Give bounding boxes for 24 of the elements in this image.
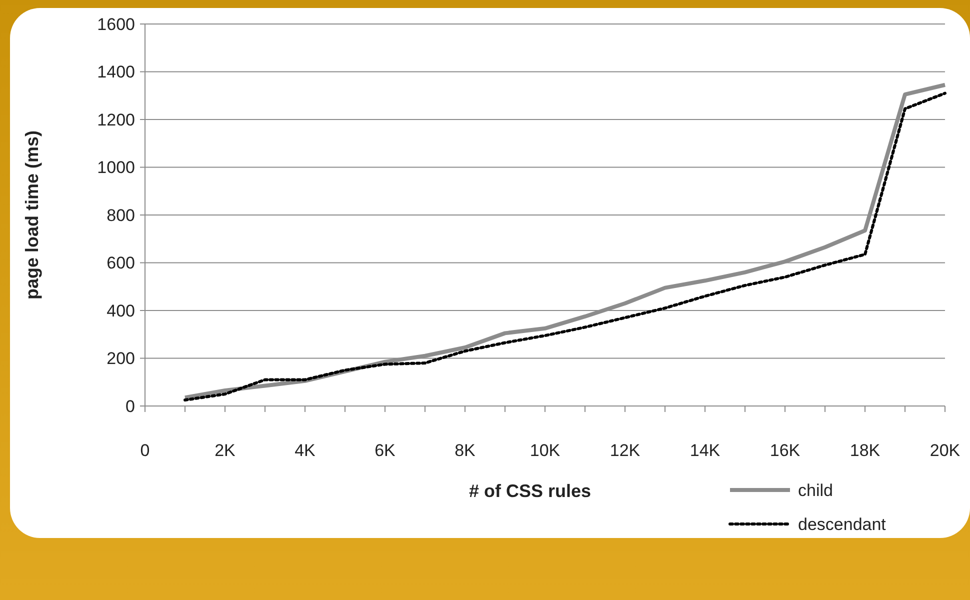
y-axis-title: page load time (ms)	[22, 130, 42, 300]
y-tick-label: 800	[106, 206, 135, 225]
x-tick-label: 0	[140, 441, 150, 460]
x-tick-label: 4K	[294, 441, 316, 460]
x-axis-title: # of CSS rules	[468, 481, 592, 501]
x-tick-label: 8K	[454, 441, 476, 460]
y-tick-label: 1000	[97, 158, 135, 178]
x-tick-label: 6K	[374, 441, 396, 460]
x-tick-label: 16K	[770, 441, 801, 460]
y-tick-label: 200	[106, 349, 135, 368]
y-tick-label: 1600	[97, 14, 135, 34]
x-tick-label: 20K	[930, 441, 961, 460]
x-tick-label: 18K	[850, 441, 881, 460]
x-tick-label: 12K	[610, 441, 641, 460]
legend-label: descendant	[798, 514, 886, 534]
y-tick-label: 1200	[97, 110, 135, 130]
x-tick-label: 14K	[690, 441, 721, 460]
x-tick-label: 2K	[214, 441, 236, 460]
y-tick-label: 400	[106, 301, 135, 320]
y-tick-label: 0	[126, 396, 135, 416]
y-tick-label: 1400	[97, 62, 135, 82]
y-tick-label: 600	[106, 254, 135, 273]
x-tick-label: 10K	[530, 441, 561, 460]
legend-label: child	[798, 480, 833, 500]
